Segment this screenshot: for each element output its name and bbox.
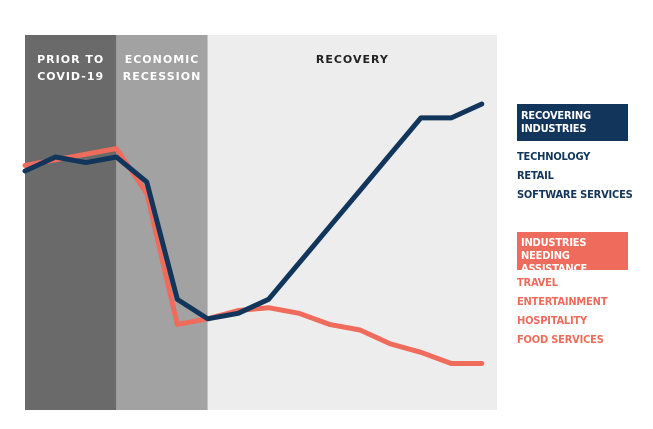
legend-heading-assistance: INDUSTRIES NEEDING ASSISTANCE <box>517 232 628 275</box>
legend-heading-recovering: RECOVERING INDUSTRIES <box>517 104 628 141</box>
series-line-assistance <box>22 146 485 366</box>
phase-label-economic-recession-line-2: RECESSION <box>123 70 202 83</box>
legend-item-retail: RETAIL <box>517 169 554 182</box>
legend-item-technology: TECHNOLOGY <box>517 150 591 163</box>
legend-item-travel: Travel <box>517 276 558 289</box>
phase-label-economic-recession-line-1: ECONOMIC <box>125 53 200 66</box>
legend-item-software-services: SOFTWARE SERVICES <box>517 188 633 201</box>
phase-band-recovery <box>207 35 498 410</box>
phase-label-prior-to-covid-19-line-2: COVID-19 <box>37 70 104 83</box>
legend-item-food-services: Food services <box>517 333 604 346</box>
phase-band-economic-recession <box>116 35 208 410</box>
legend-recovering-industries: RECOVERING INDUSTRIES TECHNOLOGY RETAIL … <box>517 104 633 204</box>
phase-band-prior-to-covid-19 <box>25 35 117 410</box>
series-line-recovering <box>22 101 485 322</box>
legend-item-hospitality: Hospitality <box>517 314 588 327</box>
legend-item-entertainment: Entertainment <box>517 295 608 308</box>
phase-label-recovery-line-1: RECOVERY <box>316 53 389 66</box>
legend-industries-needing-assistance: INDUSTRIES NEEDING ASSISTANCE Travel Ent… <box>517 232 628 349</box>
phase-label-prior-to-covid-19-line-1: PRIOR TO <box>37 53 104 66</box>
